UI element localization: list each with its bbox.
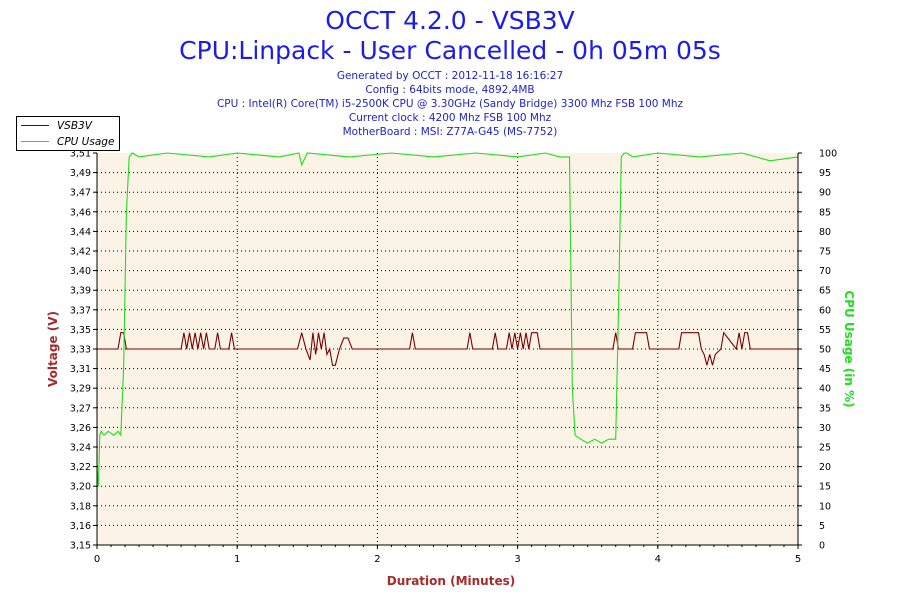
legend-item-cpu-usage: CPU Usage [21, 134, 114, 149]
info-config: Config : 64bits mode, 4892,4MB [365, 84, 535, 96]
y-left-tick-label: 3,40 [70, 266, 91, 277]
x-tick-label: 5 [795, 554, 801, 565]
info-clock: Current clock : 4200 Mhz FSB 100 Mhz [348, 112, 552, 124]
y-left-tick-label: 3,35 [70, 325, 91, 336]
y-right-tick-label: 90 [819, 188, 831, 199]
legend-label-cpu-usage: CPU Usage [57, 135, 115, 148]
legend-swatch-vsb3v [21, 125, 49, 126]
y-right-tick-label: 50 [819, 345, 831, 356]
y-right-tick-label: 40 [819, 384, 831, 395]
y-left-tick-label: 3,24 [70, 443, 91, 454]
y-right-tick-label: 60 [819, 305, 831, 316]
legend-swatch-cpu-usage [21, 141, 49, 142]
y-right-tick-label: 35 [819, 403, 831, 414]
y-axis-label-left: Voltage (V) [46, 311, 60, 387]
y-right-tick-label: 45 [819, 364, 831, 375]
y-right-tick-label: 15 [819, 482, 831, 493]
series-line-vsb3v [97, 331, 798, 366]
y-right-tick-label: 25 [819, 443, 831, 454]
y-left-tick-label: 3,22 [70, 462, 91, 473]
y-right-tick-label: 65 [819, 286, 831, 297]
x-tick-label: 1 [234, 554, 240, 565]
y-left-tick-label: 3,33 [70, 345, 91, 356]
y-left-tick-label: 3,26 [70, 423, 91, 434]
y-left-tick-label: 3,27 [70, 403, 91, 414]
legend: VSB3V CPU Usage [16, 116, 120, 151]
y-right-tick-label: 70 [819, 266, 831, 277]
y-left-tick-label: 3,18 [70, 501, 91, 512]
axes [96, 153, 799, 546]
y-left-tick-label: 3,15 [70, 541, 91, 552]
y-left-tick-label: 3,46 [70, 207, 91, 218]
y-left-tick-label: 3,31 [70, 364, 91, 375]
y-right-tick-label: 75 [819, 247, 831, 258]
y-right-tick-label: 5 [819, 521, 825, 532]
y-left-tick-label: 3,29 [70, 384, 91, 395]
y-left-tick-label: 3,39 [70, 286, 91, 297]
info-cpu: CPU : Intel(R) Core(TM) i5-2500K CPU @ 3… [216, 98, 684, 110]
y-right-tick-label: 20 [819, 462, 831, 473]
y-right-tick-label: 55 [819, 325, 831, 336]
info-motherboard: MotherBoard : MSI: Z77A-G45 (MS-7752) [342, 126, 558, 138]
y-right-tick-label: 10 [819, 501, 831, 512]
legend-item-vsb3v: VSB3V [21, 118, 92, 133]
chart-title: OCCT 4.2.0 - VSB3V [325, 6, 575, 35]
y-left-tick-label: 3,49 [70, 168, 91, 179]
y-left-tick-label: 3,42 [70, 247, 91, 258]
y-left-tick-label: 3,16 [70, 521, 91, 532]
y-right-tick-label: 30 [819, 423, 831, 434]
y-right-tick-label: 85 [819, 207, 831, 218]
y-left-tick-label: 3,20 [70, 482, 91, 493]
y-right-tick-label: 0 [819, 541, 825, 552]
y-left-tick-label: 3,51 [70, 149, 91, 160]
x-tick-label: 0 [94, 554, 100, 565]
axis-ticks: 0 1 2 3 4 53,153,163,183,203,223,243,263,273,… [70, 149, 837, 566]
x-tick-label: 2 [374, 554, 380, 565]
y-left-tick-label: 3,47 [70, 188, 91, 199]
x-tick-label: 3 [514, 554, 520, 565]
x-tick-label: 4 [655, 554, 661, 565]
y-axis-label-right: CPU Usage (in %) [842, 290, 856, 407]
series-group [96, 152, 799, 487]
info-generated: Generated by OCCT : 2012-11-18 16:16:27 [336, 70, 564, 82]
chart-subtitle: CPU:Linpack - User Cancelled - 0h 05m 05… [179, 36, 721, 65]
y-right-tick-label: 95 [819, 168, 831, 179]
y-right-tick-label: 80 [819, 227, 831, 238]
x-axis-label: Duration (Minutes) [387, 574, 515, 588]
legend-label-vsb3v: VSB3V [57, 119, 92, 132]
y-left-tick-label: 3,37 [70, 305, 91, 316]
series-line-cpu-usage [96, 152, 799, 487]
y-left-tick-label: 3,44 [70, 227, 91, 238]
y-right-tick-label: 100 [819, 149, 837, 160]
